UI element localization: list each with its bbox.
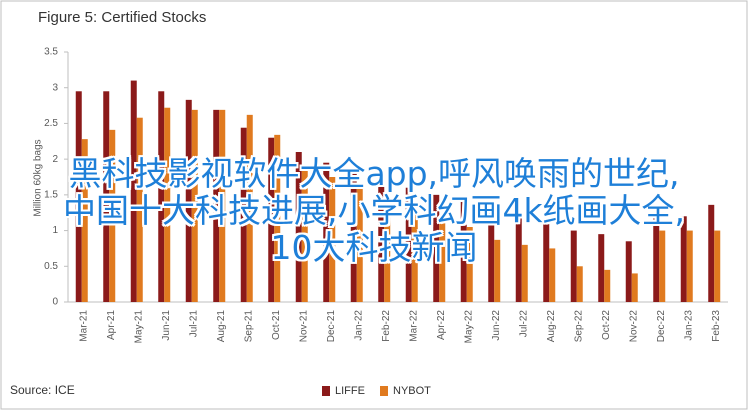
x-tick-label: Apr-21 <box>106 310 117 340</box>
bar <box>81 139 88 302</box>
bar <box>405 187 412 302</box>
legend-label: NYBOT <box>393 385 431 397</box>
bar <box>653 214 660 302</box>
y-tick-label: 2.5 <box>44 118 58 129</box>
x-tick-label: Dec-21 <box>326 310 337 343</box>
x-tick-label: Mar-22 <box>408 310 419 342</box>
x-tick-label: Oct-21 <box>271 310 282 340</box>
bar <box>708 204 715 302</box>
bar <box>158 91 165 303</box>
y-tick-label: 3.5 <box>44 47 58 58</box>
x-tick-label: Apr-22 <box>436 310 447 340</box>
x-tick-label: Jan-22 <box>353 310 364 341</box>
bar <box>714 230 721 302</box>
x-tick-label: Nov-21 <box>298 310 309 343</box>
bar <box>466 227 473 302</box>
x-tick-label: Jun-21 <box>161 310 172 341</box>
y-tick-label: 1.5 <box>44 189 58 200</box>
bar <box>570 230 577 302</box>
x-tick-label: Jul-21 <box>188 310 199 338</box>
overlay-text: 黑科技影视软件大全app,呼风唤雨的世纪, 中国十大科技进展,小学科幻画4k纸画大… <box>0 155 748 266</box>
x-tick-label: May-21 <box>133 310 144 344</box>
source: Source: ICE <box>10 383 75 397</box>
bar <box>680 216 687 302</box>
bar <box>350 173 357 302</box>
x-tick-label: Aug-22 <box>546 310 557 343</box>
overlay-line: 中国十大科技进展,小学科幻画4k纸画大全, <box>62 191 686 230</box>
y-tick-label: 1 <box>52 225 58 236</box>
x-tick-label: Feb-22 <box>381 310 392 342</box>
bar <box>433 194 440 302</box>
x-tick-label: Feb-23 <box>711 310 722 342</box>
x-tick-label: Oct-22 <box>601 310 612 340</box>
y-axis-label: Million 60kg bags <box>33 139 44 216</box>
bar <box>191 109 198 302</box>
bar <box>136 117 143 302</box>
bar <box>246 114 253 302</box>
bar <box>543 223 550 302</box>
bar <box>213 109 220 302</box>
x-tick-label: Jun-22 <box>491 310 502 341</box>
legend-swatch <box>322 386 330 396</box>
bar <box>329 177 336 302</box>
bar <box>268 137 275 302</box>
bar <box>604 269 611 302</box>
bar <box>521 244 528 302</box>
bar <box>625 241 632 302</box>
x-tick-label: Jul-22 <box>518 310 529 338</box>
legend-swatch <box>380 386 388 396</box>
bar <box>130 80 137 302</box>
bar <box>109 129 116 302</box>
bar <box>219 109 226 302</box>
bar <box>515 216 522 302</box>
bar <box>356 187 363 302</box>
bar <box>240 127 247 302</box>
bar <box>488 209 495 302</box>
x-tick-label: Aug-21 <box>216 310 227 343</box>
bar <box>75 91 82 303</box>
y-tick-label: 3 <box>52 82 58 93</box>
bar <box>439 216 446 302</box>
bar <box>164 107 171 302</box>
x-tick-label: Mar-21 <box>78 310 89 342</box>
bar <box>686 230 693 302</box>
legend-label: LIFFE <box>335 385 365 397</box>
bar <box>576 266 583 302</box>
bar <box>411 209 418 302</box>
x-tick-label: Nov-22 <box>628 310 639 343</box>
bar <box>378 180 385 302</box>
bar <box>494 239 501 302</box>
bar <box>384 194 391 302</box>
bar <box>301 166 308 302</box>
bar <box>549 248 556 302</box>
chart-title: Figure 5: Certified Stocks <box>38 9 206 26</box>
bar <box>185 99 192 302</box>
x-tick-label: Jan-23 <box>683 310 694 341</box>
bar <box>460 202 467 302</box>
bar <box>659 230 666 302</box>
x-tick-label: May-22 <box>463 310 474 344</box>
bar <box>295 152 302 302</box>
x-tick-label: Sep-21 <box>243 310 254 343</box>
overlay-line: 黑科技影视软件大全app,呼风唤雨的世纪, <box>68 154 680 193</box>
overlay-line: 10大科技新闻 <box>270 228 478 267</box>
x-tick-label: Dec-22 <box>656 310 667 343</box>
bar <box>274 134 281 302</box>
bar <box>631 273 638 302</box>
y-tick-label: 2 <box>52 154 58 165</box>
y-tick-label: 0 <box>52 297 58 308</box>
bar <box>323 162 330 302</box>
x-tick-label: Sep-22 <box>573 310 584 343</box>
bar <box>598 234 605 302</box>
y-tick-label: 0.5 <box>44 261 58 272</box>
bar <box>103 91 110 303</box>
